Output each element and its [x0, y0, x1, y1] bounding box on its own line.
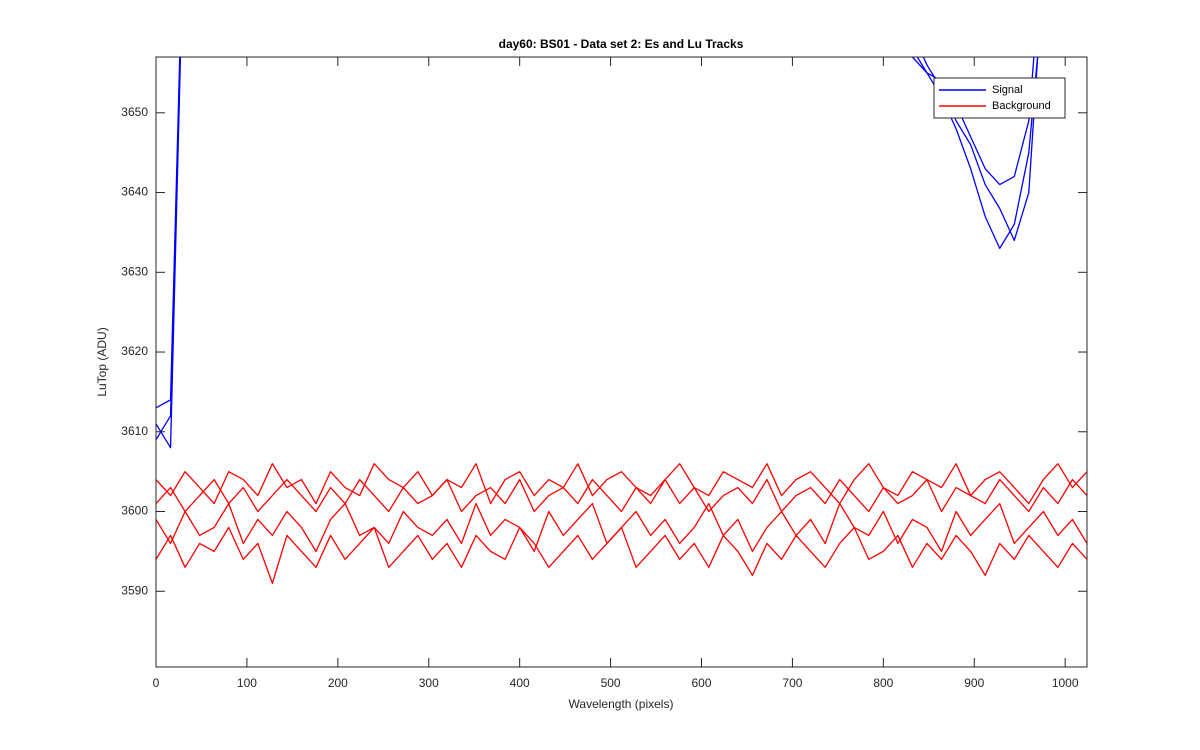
y-tick-label: 3630 — [121, 264, 148, 278]
x-tick-label: 900 — [964, 676, 984, 690]
x-tick-label: 300 — [419, 676, 439, 690]
plot-area — [156, 57, 1087, 667]
y-tick-label: 3640 — [121, 185, 148, 199]
y-axis-label: LuTop (ADU) — [95, 327, 109, 396]
y-tick-label: 3590 — [121, 583, 148, 597]
chart-title: day60: BS01 - Data set 2: Es and Lu Trac… — [499, 37, 744, 51]
data-line — [156, 463, 1087, 505]
data-line — [156, 526, 1087, 584]
data-line — [156, 478, 1087, 513]
x-tick-label: 0 — [153, 676, 160, 690]
x-tick-label: 800 — [873, 676, 893, 690]
x-tick-label: 700 — [782, 676, 802, 690]
y-tick-label: 3600 — [121, 504, 148, 518]
axes-box — [155, 56, 1088, 668]
legend-label: Background — [992, 100, 1051, 112]
x-tick-label: 100 — [237, 676, 257, 690]
legend-label: Signal — [992, 84, 1023, 96]
y-tick-label: 3610 — [121, 424, 148, 438]
x-axis-label: Wavelength (pixels) — [569, 697, 674, 711]
legend-box — [933, 77, 1066, 119]
y-tick-label: 3620 — [121, 344, 148, 358]
x-tick-label: 600 — [691, 676, 711, 690]
x-tick-label: 400 — [510, 676, 530, 690]
y-tick-label: 3650 — [121, 105, 148, 119]
x-tick-label: 1000 — [1052, 676, 1079, 690]
x-tick-label: 200 — [328, 676, 348, 690]
x-tick-label: 500 — [601, 676, 621, 690]
